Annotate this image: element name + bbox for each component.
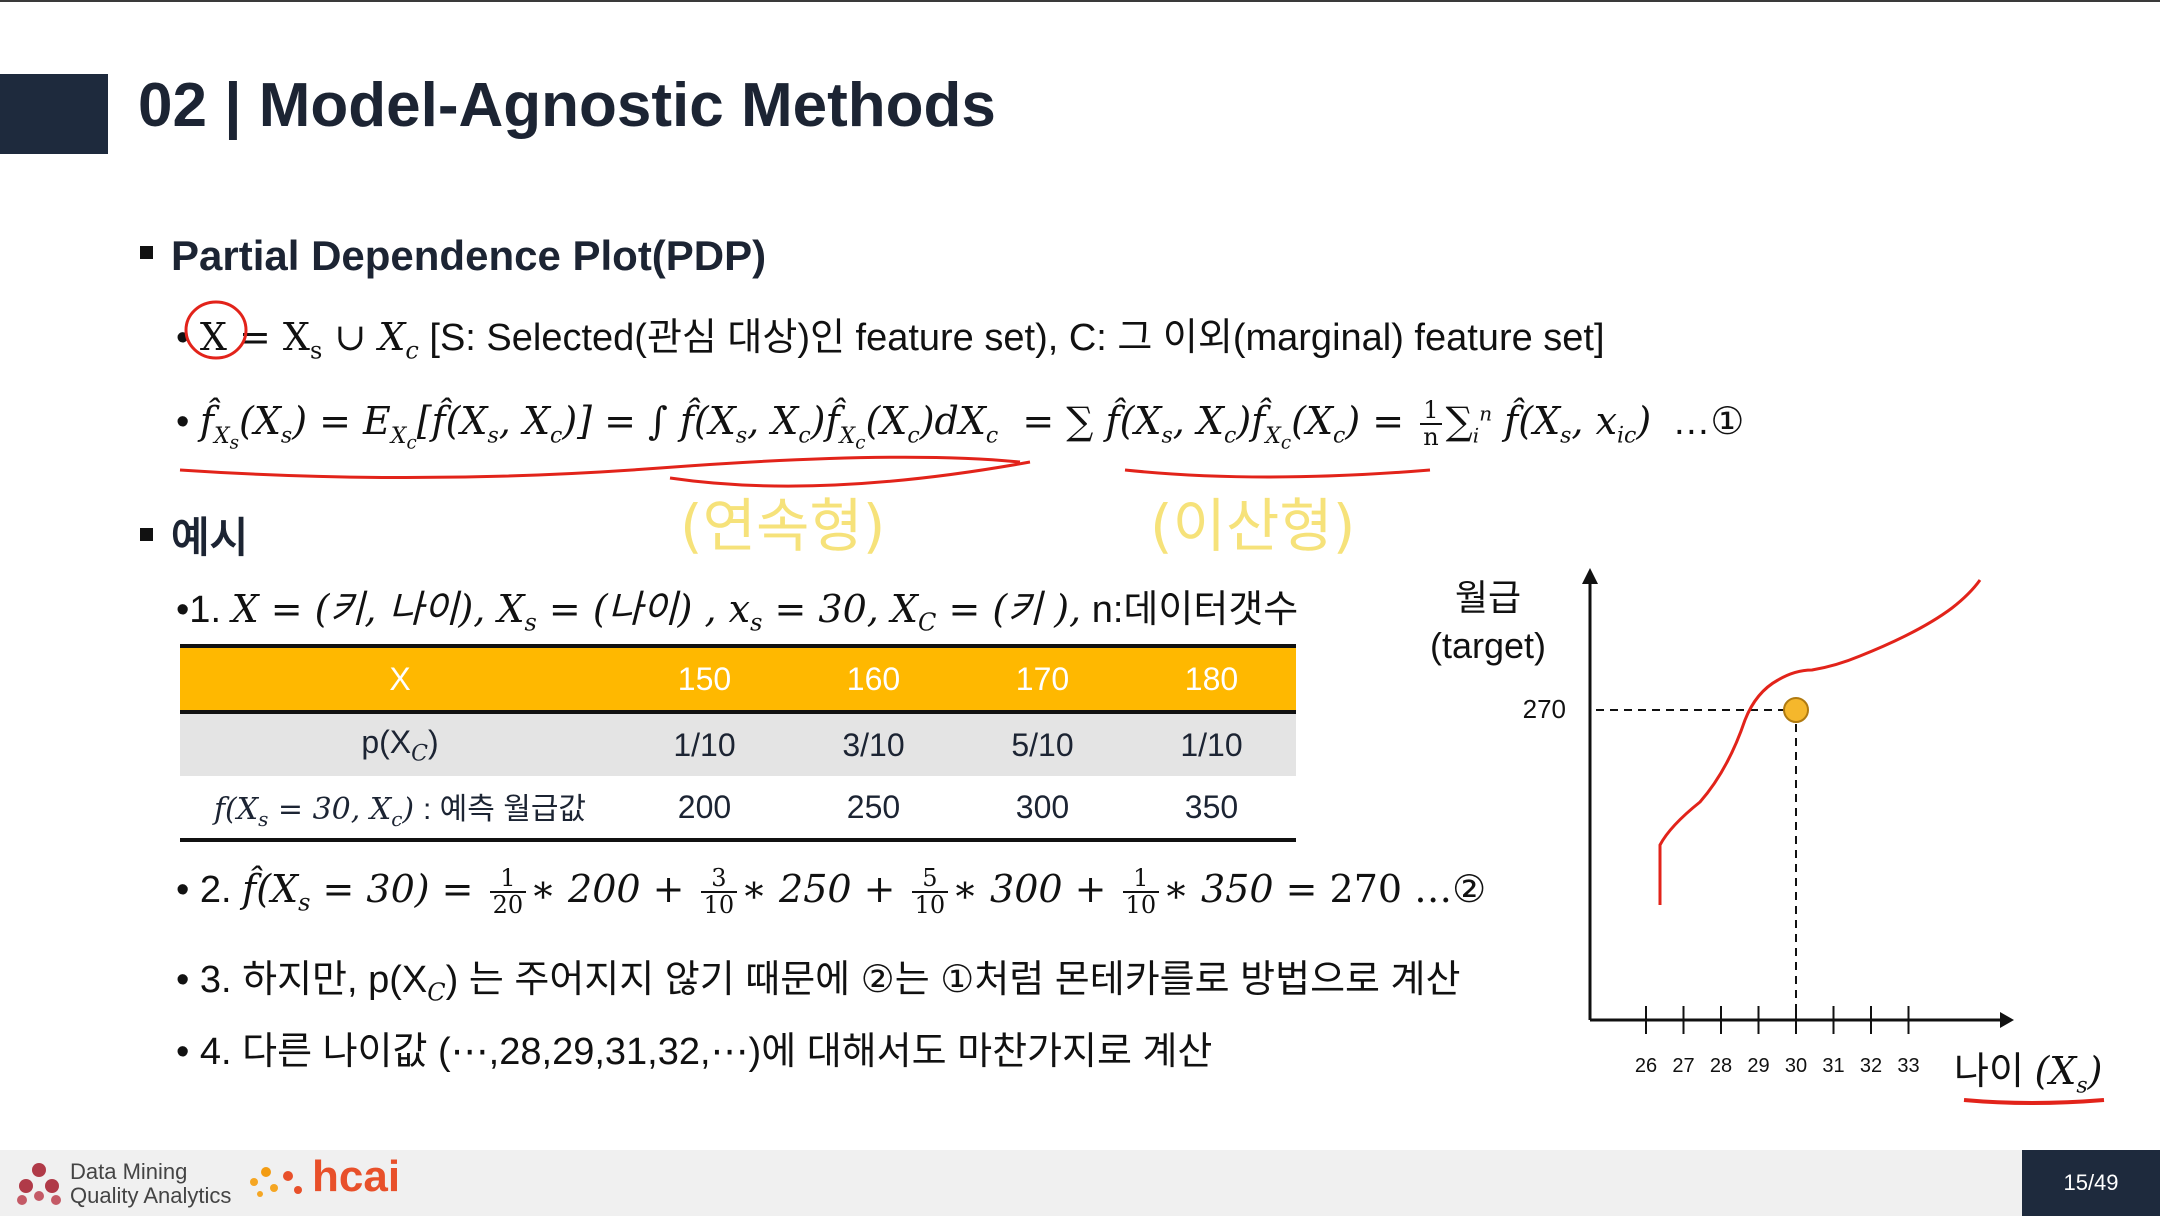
pdp-curve [1658, 579, 1982, 905]
underline-annotation [1124, 468, 1431, 479]
table-row-prediction: f(Xs = 30, Xc) : 예측 월급값 200 250 300 350 [180, 776, 1296, 842]
dmqa-logo-icon [17, 1163, 61, 1205]
table-cell: 1/10 [1180, 726, 1243, 763]
formula-ref-1: …① [1672, 401, 1745, 444]
hcai-logo-text: hcai [312, 1152, 401, 1201]
table-cell: 350 [1127, 776, 1296, 842]
x-tick-label: 28 [1710, 1055, 1732, 1077]
x-tick-label: 32 [1860, 1055, 1882, 1077]
example-heading-text: 예시 [171, 514, 249, 561]
bullet-square [140, 246, 153, 260]
chart-y-axis-label: 월급 (target) [1430, 577, 1547, 666]
table-cell: 250 [789, 776, 958, 842]
x-tick-label: 27 [1672, 1055, 1694, 1077]
table-header-cell: 180 [1127, 644, 1296, 714]
step-1-prefix: •1. [176, 589, 221, 631]
bullet-square [140, 528, 153, 542]
page-number: 15/49 [2022, 1150, 2160, 1216]
row-f-label: f(Xs = 30, Xc) : 예측 월급값 [180, 776, 620, 842]
table-header-cell: 150 [620, 644, 789, 714]
footer-bar [0, 1150, 2160, 1216]
x-tick-label: 30 [1785, 1055, 1807, 1077]
hcai-logo-icon [250, 1167, 302, 1197]
x-symbol: X = Xs ∪ Xc [199, 315, 419, 365]
example-heading: 예시 [140, 504, 248, 565]
x-tick-label: 26 [1635, 1055, 1657, 1077]
pdp-heading: Partial Dependence Plot(PDP) [140, 232, 766, 280]
row-p-label: p(XC) [361, 723, 439, 767]
table-cell: 5/10 [1011, 726, 1074, 763]
discrete-note: (이산형) [1150, 492, 1355, 560]
slide-title: 02 | Model-Agnostic Methods [138, 71, 996, 140]
step-2-result: = 270 …② [1285, 867, 1487, 912]
underline-annotation [669, 460, 1031, 488]
table-cell: 1/10 [673, 726, 736, 763]
chart-x-axis-label: 나이 (Xs) [1954, 1049, 2103, 1099]
step-1-n-desc: n:데이터갯수 [1091, 589, 1299, 631]
title-accent-block [0, 74, 108, 154]
table-header-row: X 150 160 170 180 [180, 644, 1296, 714]
top-rule [0, 0, 2160, 2]
x-axis-arrow [2000, 1012, 2014, 1028]
highlight-point [1783, 697, 1809, 723]
pdp-heading-text: Partial Dependence Plot(PDP) [171, 232, 767, 279]
table-header-cell: 170 [958, 644, 1127, 714]
table-cell: 200 [620, 776, 789, 842]
table-cell: 300 [958, 776, 1127, 842]
pdp-chart: 26 27 28 29 30 31 32 33 270 [1523, 568, 2014, 1077]
continuous-note: (연속형) [680, 492, 885, 560]
x-tick-label: 31 [1822, 1055, 1844, 1077]
step-2-prefix: • 2. [176, 869, 232, 912]
example-step-2: • 2. f̂(Xs = 30) = 1 20 ∗ 200 + 3 10 ∗ 250 +… [176, 864, 1487, 920]
example-table: X 150 160 170 180 p(XC) 1/10 3/10 5/10 1… [180, 644, 1296, 842]
table-cell: 3/10 [842, 726, 905, 763]
x-tick-label: 29 [1747, 1055, 1769, 1077]
y-tick-label: 270 [1523, 694, 1566, 724]
y-axis-arrow [1582, 568, 1598, 584]
table-header-cell: 160 [789, 644, 958, 714]
pdp-set-line: • X = Xs ∪ Xc [S: Selected(관심 대상)인 featu… [176, 315, 1605, 365]
step-1-math: X = (키, 나이), Xs = (나이) , xs = 30, XC = (… [231, 587, 1082, 637]
pdp-set-description: [S: Selected(관심 대상)인 feature set), C: 그 … [429, 317, 1605, 359]
underline-annotation [179, 455, 1021, 480]
example-step-3: • 3. 하지만, p(XC) 는 주어지지 않기 때문에 ②는 ①처럼 몬테카… [176, 959, 1461, 1007]
example-step-4: • 4. 다른 나이값 (⋯,28,29,31,32,⋯)에 대해서도 마찬가지… [176, 1031, 1213, 1073]
pdp-formula: • f̂Xs(Xs) = EXc[f̂(Xs, Xc)] = ∫ f̂(Xs, … [176, 396, 1745, 454]
pdp-formula-math: f̂Xs(Xs) = EXc[f̂(Xs, Xc)] = ∫ f̂(Xs, Xc… [199, 399, 1417, 454]
table-header-x: X [180, 644, 620, 714]
dmqa-logo-text: Data Mining Quality Analytics [70, 1159, 232, 1208]
table-row-probability: p(XC) 1/10 3/10 5/10 1/10 [180, 712, 1296, 776]
x-tick-label: 33 [1897, 1055, 1919, 1077]
example-step-1: •1. X = (키, 나이), Xs = (나이) , xs = 30, XC… [176, 578, 1298, 637]
